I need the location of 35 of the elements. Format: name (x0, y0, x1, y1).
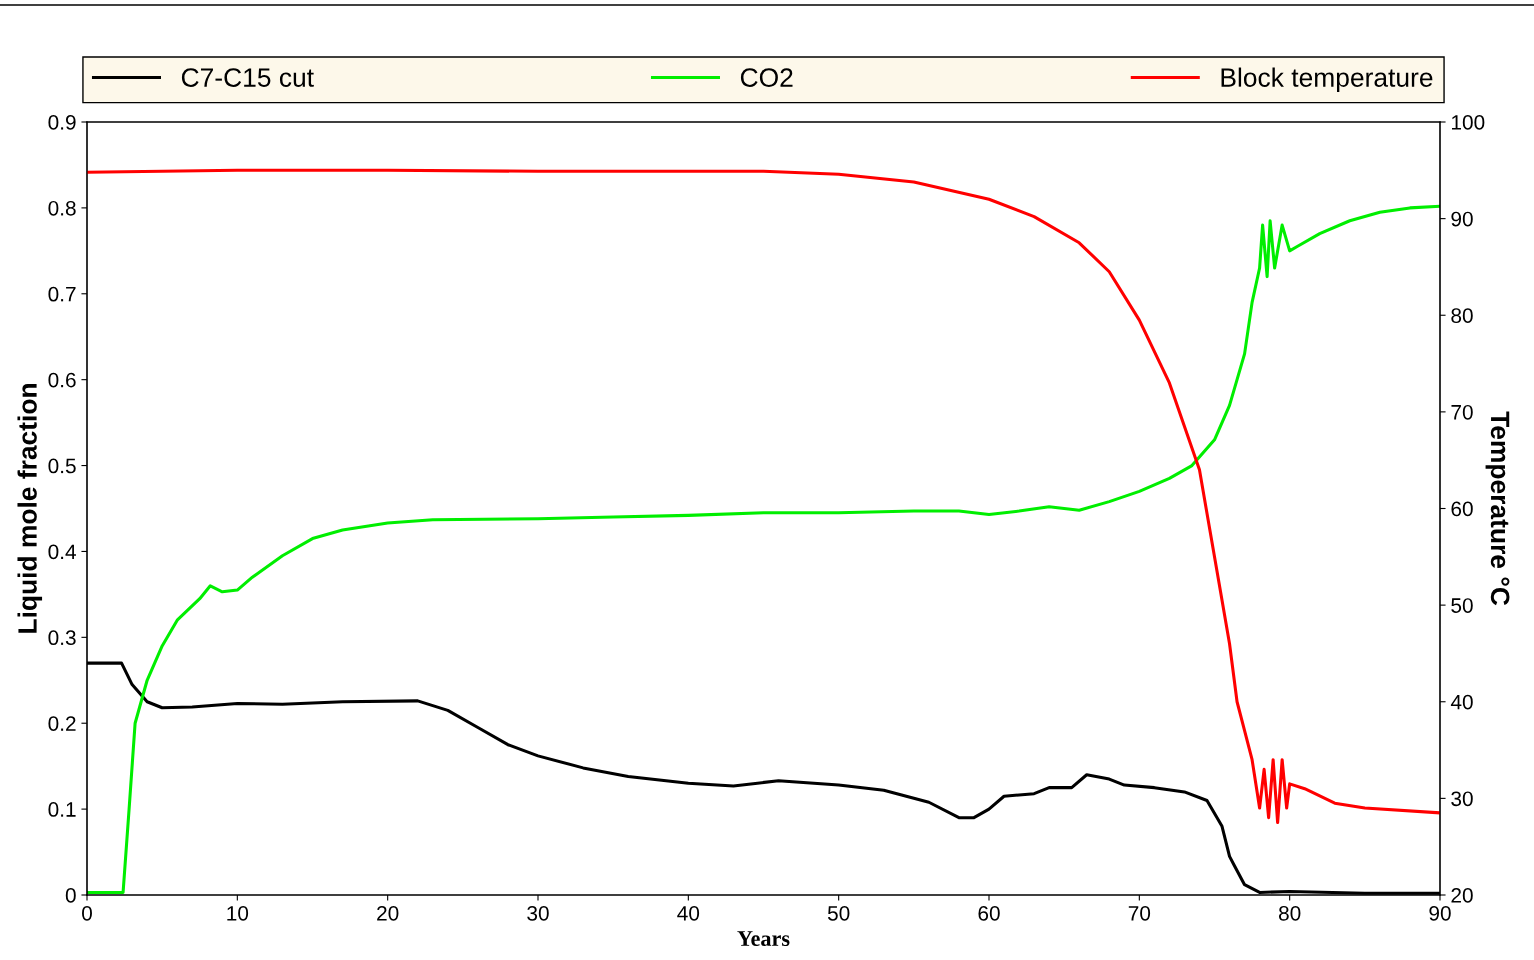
y2-tick-label: 30 (1451, 791, 1473, 807)
x-tick-label: 90 (1429, 905, 1451, 921)
y-tick-label: 0.9 (48, 115, 76, 130)
y2-tick-label: 20 (1451, 888, 1473, 903)
y2-axis-title: Temperature °C (1485, 411, 1510, 606)
x-tick-label: 20 (377, 905, 399, 921)
y2-tick-label: 50 (1451, 598, 1473, 613)
y2-tick-label: 60 (1451, 501, 1473, 517)
y-tick-label: 0.7 (48, 286, 76, 302)
y-tick-label: 0.3 (48, 630, 76, 646)
x-tick-label: 60 (978, 905, 1000, 921)
y-tick-label: 0.1 (48, 802, 76, 817)
legend-label: Block temperature (1221, 67, 1433, 93)
legend-label: CO2 (740, 68, 793, 87)
y2-tick-label: 100 (1452, 115, 1485, 130)
y-tick-label: 0 (65, 888, 76, 903)
x-axis-title: Years (737, 931, 790, 947)
x-tick-label: 80 (1278, 905, 1301, 921)
y-tick-label: 0.2 (48, 716, 76, 731)
y2-tick-label: 80 (1451, 308, 1473, 323)
y-tick-label: 0.6 (48, 372, 76, 388)
y2-tick-label: 90 (1451, 211, 1473, 227)
y2-tick-label: 40 (1450, 694, 1473, 710)
x-tick-label: 50 (827, 905, 850, 921)
y2-tick-label: 70 (1451, 404, 1473, 420)
y-tick-label: 0.5 (48, 458, 76, 474)
y-axis-title: Liquid mole fraction (17, 384, 43, 633)
x-tick-label: 0 (82, 905, 92, 921)
x-tick-label: 40 (677, 905, 700, 921)
y-tick-label: 0.4 (48, 544, 76, 560)
x-tick-label: 10 (227, 905, 249, 921)
x-tick-label: 30 (527, 905, 549, 921)
y-tick-label: 0.8 (48, 200, 76, 216)
legend-label: C7-C15 cut (181, 68, 314, 87)
x-tick-label: 70 (1128, 905, 1151, 921)
